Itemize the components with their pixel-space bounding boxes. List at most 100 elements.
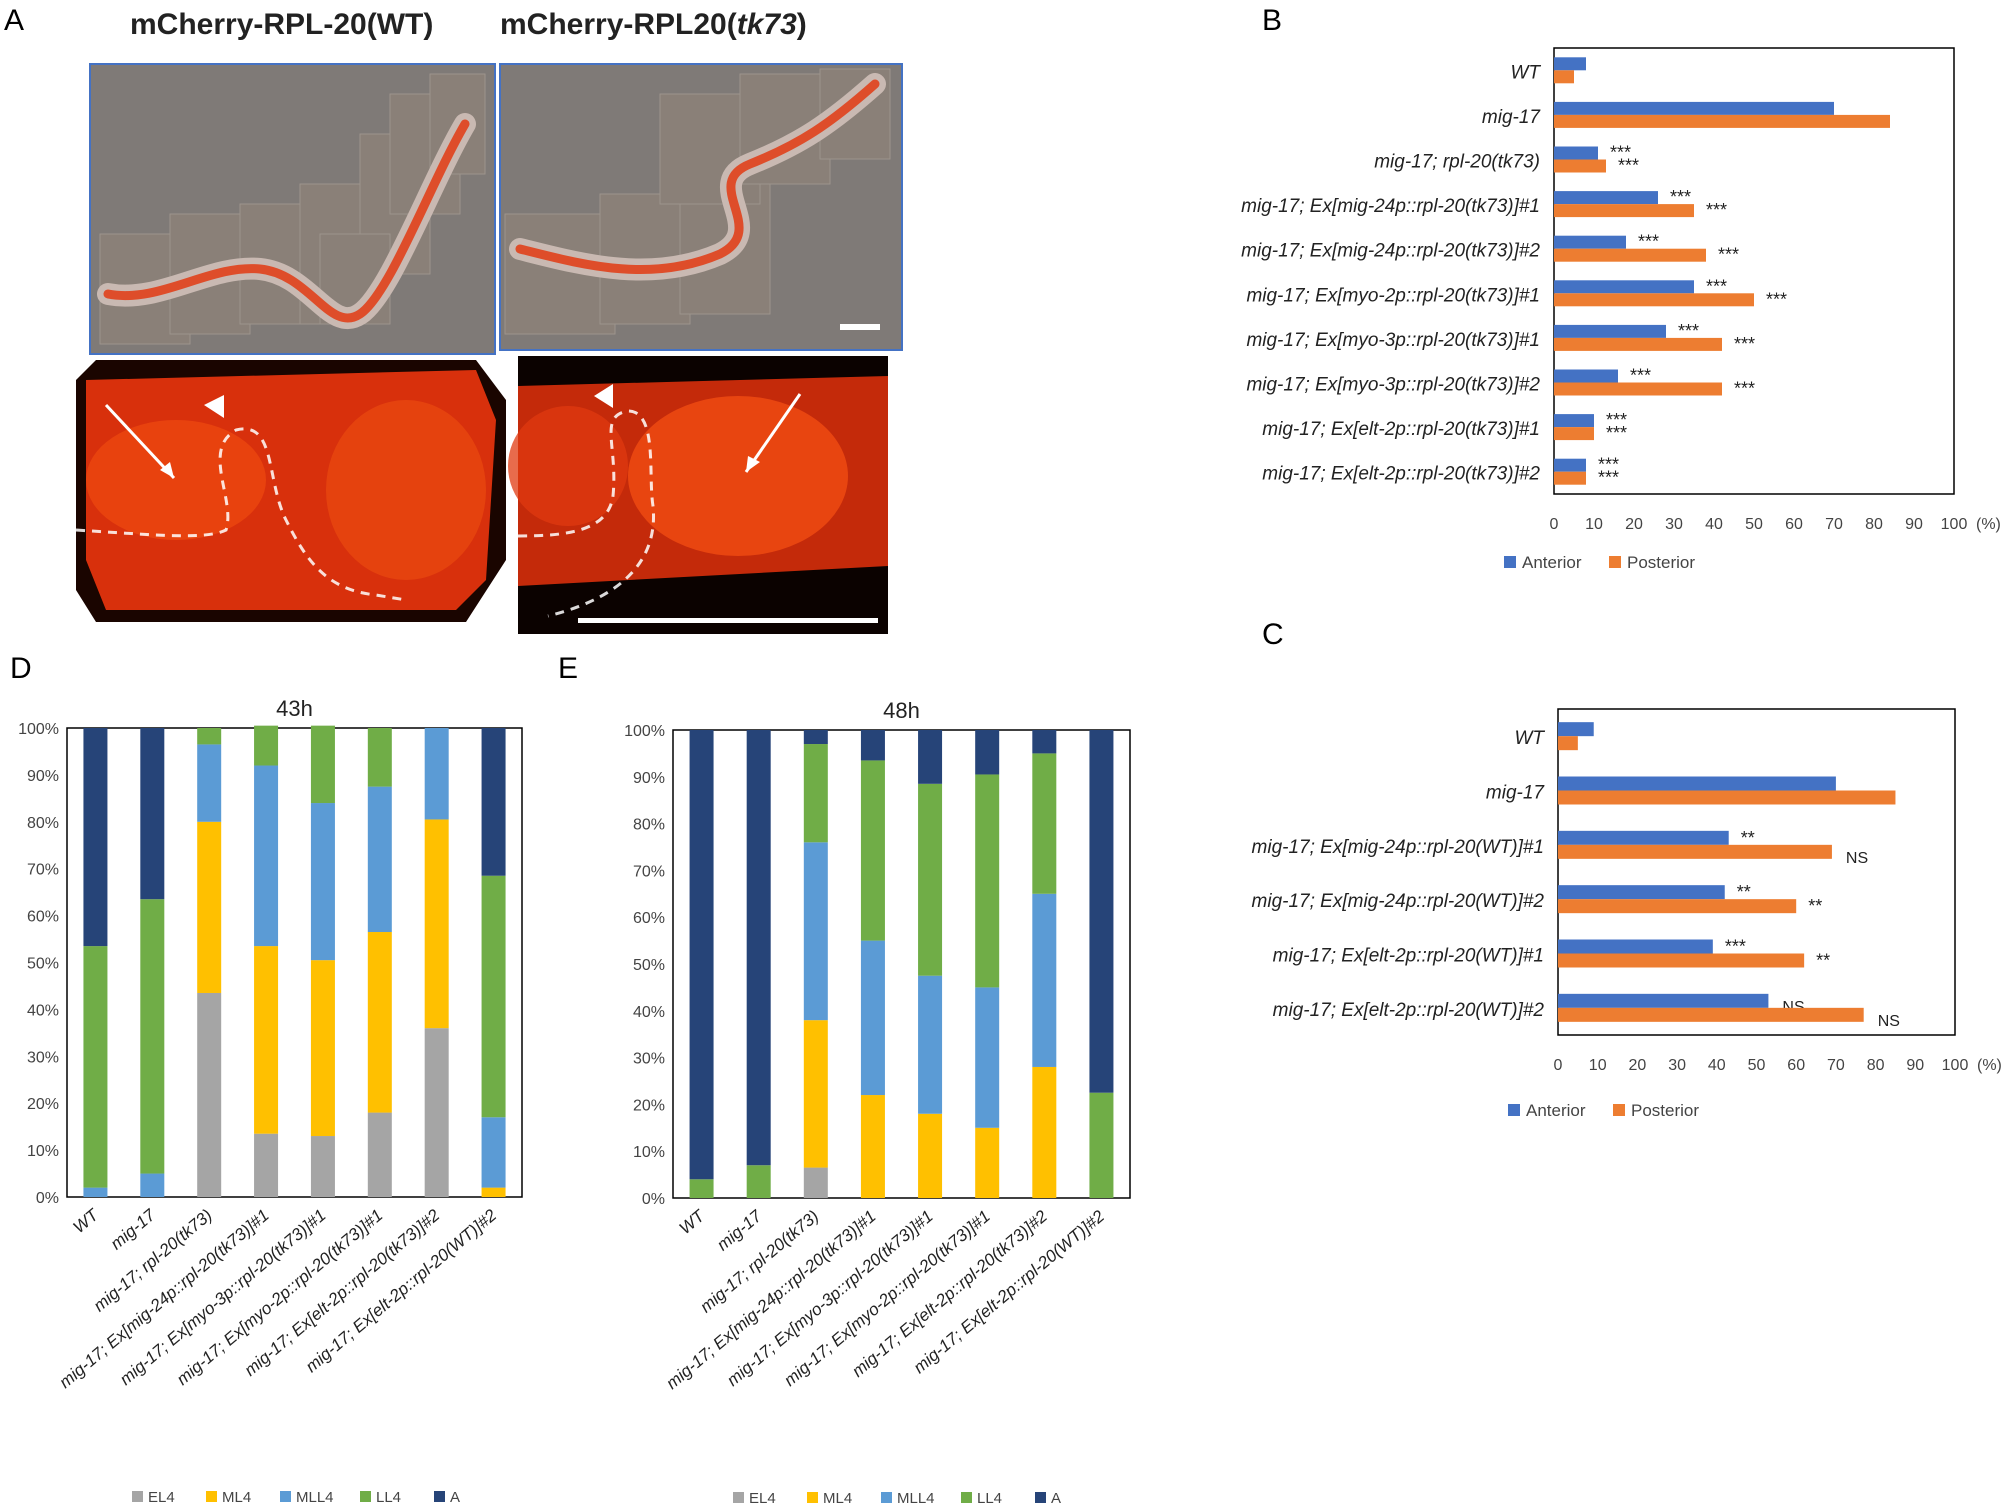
- bar-anterior: [1554, 458, 1586, 472]
- category-label: mig-17; Ex[elt-2p::rpl-20(tk73)]#1: [1262, 419, 1540, 440]
- stack-segment-ll4: [197, 728, 222, 745]
- stack-segment-a: [1089, 730, 1114, 1093]
- x-tick-label: 20: [1625, 516, 1643, 533]
- legend-swatch-posterior: [1609, 556, 1621, 568]
- significance-label: **: [1737, 882, 1751, 902]
- stack-segment-a: [140, 728, 165, 900]
- y-tick-label: 50%: [633, 957, 665, 974]
- x-tick-label: 50: [1745, 516, 1763, 533]
- stack-segment-ml4: [803, 1020, 828, 1168]
- scale-bar: [840, 324, 880, 330]
- significance-label: ***: [1606, 423, 1627, 443]
- stack-segment-mll4: [83, 1187, 108, 1197]
- x-unit-label: (%): [1977, 1057, 2002, 1074]
- bar-posterior: [1558, 899, 1797, 914]
- significance-label: ***: [1734, 379, 1755, 399]
- x-tick-label: 40: [1705, 516, 1723, 533]
- category-label: mig-17; Ex[elt-2p::rpl-20(WT)]#2: [1273, 1000, 1545, 1021]
- bar-posterior: [1554, 471, 1586, 485]
- significance-label: ***: [1706, 276, 1727, 296]
- panel-label-a: A: [4, 4, 25, 37]
- legend-label-anterior: Anterior: [1526, 1101, 1586, 1120]
- x-tick-label: 90: [1905, 516, 1923, 533]
- legend-label-posterior: Posterior: [1631, 1101, 1699, 1120]
- legend-label-mll4: MLL4: [897, 1490, 935, 1505]
- legend-swatch-mll4: [280, 1491, 291, 1502]
- y-tick-label: 80%: [27, 815, 59, 832]
- significance-label: ***: [1618, 156, 1639, 176]
- legend-label-a: A: [1051, 1490, 1061, 1505]
- bar-anterior: [1558, 830, 1729, 845]
- stack-segment-ll4: [689, 1179, 714, 1198]
- stack-segment-mll4: [975, 987, 1000, 1128]
- x-tick-label: 60: [1785, 516, 1803, 533]
- y-tick-label: 60%: [633, 910, 665, 927]
- bar-posterior: [1554, 114, 1890, 128]
- stack-segment-ll4: [310, 725, 335, 804]
- bar-anterior: [1558, 776, 1836, 791]
- legend-swatch-a: [434, 1491, 445, 1502]
- legend-label-posterior: Posterior: [1627, 553, 1695, 572]
- stack-segment-ll4: [367, 728, 392, 787]
- stack-segment-mll4: [424, 728, 449, 820]
- stack-segment-a: [689, 730, 714, 1180]
- y-tick-label: 20%: [633, 1097, 665, 1114]
- stack-segment-ml4: [918, 1113, 943, 1198]
- legend-swatch-el4: [132, 1491, 143, 1502]
- closeup-scale-bar: [578, 618, 878, 623]
- stack-segment-a: [975, 730, 1000, 775]
- legend-label-anterior: Anterior: [1522, 553, 1582, 572]
- category-label: mig-17; Ex[myo-2p::rpl-20(tk73)]#1: [780, 1207, 993, 1390]
- stack-segment-ll4: [746, 1165, 771, 1198]
- stack-segment-ll4: [481, 875, 506, 1118]
- category-label: mig-17; Ex[elt-2p::rpl-20(WT)]#1: [1273, 946, 1544, 967]
- bar-posterior: [1554, 427, 1594, 441]
- plot-frame: [66, 727, 523, 1198]
- stack-segment-el4: [310, 1136, 335, 1197]
- stack-segment-ml4: [254, 946, 279, 1134]
- bar-anterior: [1558, 885, 1725, 900]
- bar-anterior: [1554, 414, 1594, 428]
- stack-segment-a: [860, 730, 885, 761]
- legend-label-ll4: LL4: [977, 1490, 1002, 1505]
- bar-posterior: [1554, 382, 1722, 396]
- stack-segment-ll4: [860, 760, 885, 941]
- stack-segment-ll4: [254, 725, 279, 766]
- plot-frame: [1553, 47, 1955, 495]
- stack-segment-ml4: [310, 960, 335, 1137]
- category-label: mig-17; Ex[myo-3p::rpl-20(tk73)]#1: [1246, 330, 1540, 351]
- x-tick-label: 70: [1825, 516, 1843, 533]
- title-mutant-prefix: mCherry-RPL20(: [500, 8, 737, 41]
- stack-segment-a: [481, 728, 506, 876]
- stack-segment-el4: [197, 992, 222, 1197]
- y-tick-label: 80%: [633, 817, 665, 834]
- stack-segment-mll4: [367, 786, 392, 933]
- x-tick-label: 100: [1941, 516, 1968, 533]
- legend-swatch-anterior: [1504, 556, 1516, 568]
- micrograph-gonad-closeup-wt: [75, 360, 506, 622]
- bar-posterior: [1554, 70, 1574, 84]
- bar-posterior: [1554, 293, 1754, 307]
- category-label: mig-17; Ex[myo-2p::rpl-20(tk73)]#1: [1246, 285, 1540, 306]
- y-tick-label: 70%: [27, 862, 59, 879]
- category-label: mig-17; Ex[mig-24p::rpl-20(tk73)]#1: [662, 1207, 879, 1393]
- plot-frame: [1557, 708, 1956, 1036]
- stack-segment-ml4: [424, 819, 449, 1029]
- legend-swatch-mll4: [881, 1492, 892, 1503]
- stack-segment-a: [803, 730, 828, 745]
- bar-anterior: [1554, 101, 1834, 115]
- micrograph-whole-worm-tk73: [499, 63, 903, 351]
- significance-label: **: [1741, 828, 1755, 848]
- x-tick-label: 40: [1708, 1057, 1726, 1074]
- bar-anterior: [1558, 722, 1594, 737]
- category-label: mig-17; Ex[mig-24p::rpl-20(WT)]#2: [1252, 891, 1545, 912]
- x-tick-label: 50: [1748, 1057, 1766, 1074]
- bar-anterior: [1554, 280, 1694, 294]
- chart-title: 43h: [276, 696, 313, 721]
- micrograph-whole-worm-wt: [89, 63, 496, 355]
- category-label: mig-17; rpl-20(tk73): [1374, 152, 1540, 173]
- legend-swatch-anterior: [1508, 1104, 1520, 1116]
- stack-segment-mll4: [918, 975, 943, 1114]
